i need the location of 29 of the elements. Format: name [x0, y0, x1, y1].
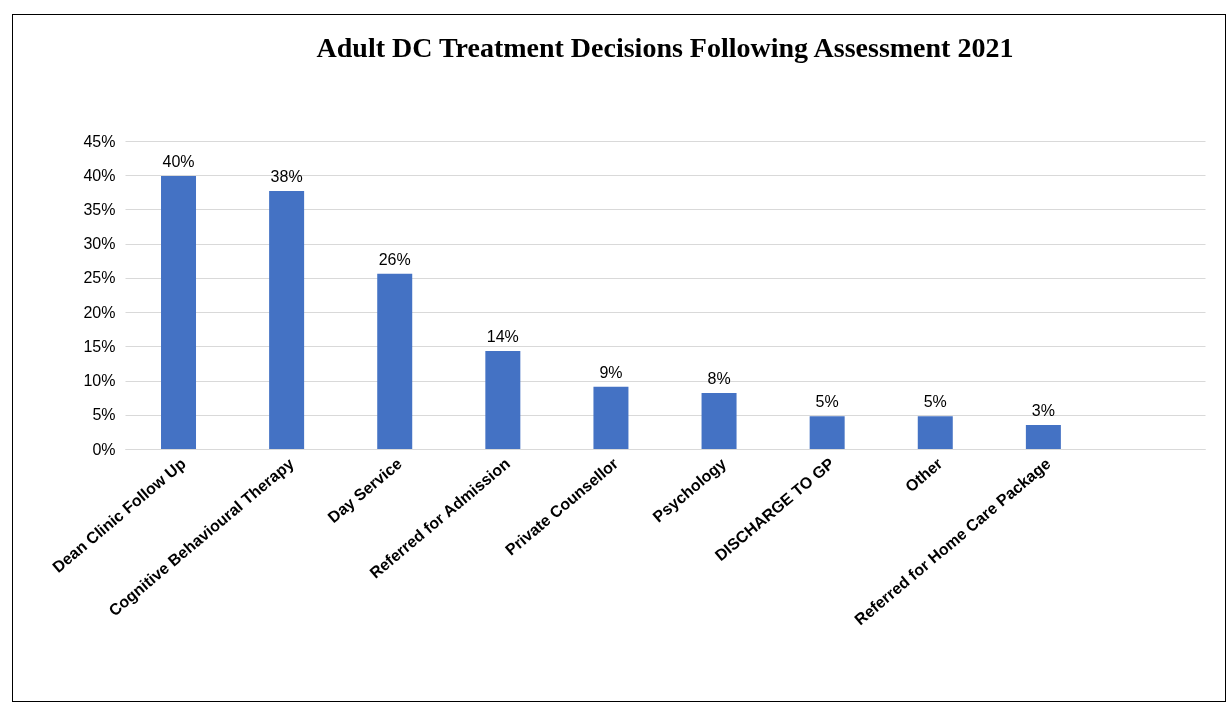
data-label: 9%: [599, 363, 623, 381]
data-label: 3%: [1031, 402, 1055, 420]
bar: [269, 190, 305, 449]
y-tick-label: 45%: [83, 132, 116, 150]
data-label: 26%: [378, 250, 411, 268]
data-label: 8%: [707, 369, 731, 387]
bar: [377, 273, 413, 449]
bar: [917, 416, 953, 449]
y-tick-label: 15%: [83, 337, 116, 355]
y-tick-label: 5%: [92, 406, 116, 424]
chart-title: Adult DC Treatment Decisions Following Assessment 2021: [316, 32, 1014, 63]
bar: [161, 175, 197, 449]
y-tick-label: 40%: [83, 166, 116, 184]
bar: [485, 351, 521, 449]
y-tick-label: 0%: [92, 440, 116, 458]
bar: [593, 386, 629, 449]
y-tick-label: 10%: [83, 372, 116, 390]
y-tick-label: 35%: [83, 200, 116, 218]
y-tick-label: 30%: [83, 235, 116, 253]
data-label: 5%: [815, 393, 839, 411]
data-label: 14%: [486, 328, 519, 346]
data-label: 5%: [923, 393, 947, 411]
bar: [809, 416, 845, 449]
bar: [1025, 425, 1061, 449]
data-label: 38%: [270, 167, 303, 185]
y-tick-label: 20%: [83, 303, 116, 321]
data-label: 40%: [162, 152, 195, 170]
bar: [701, 392, 737, 449]
y-tick-label: 25%: [83, 269, 116, 287]
